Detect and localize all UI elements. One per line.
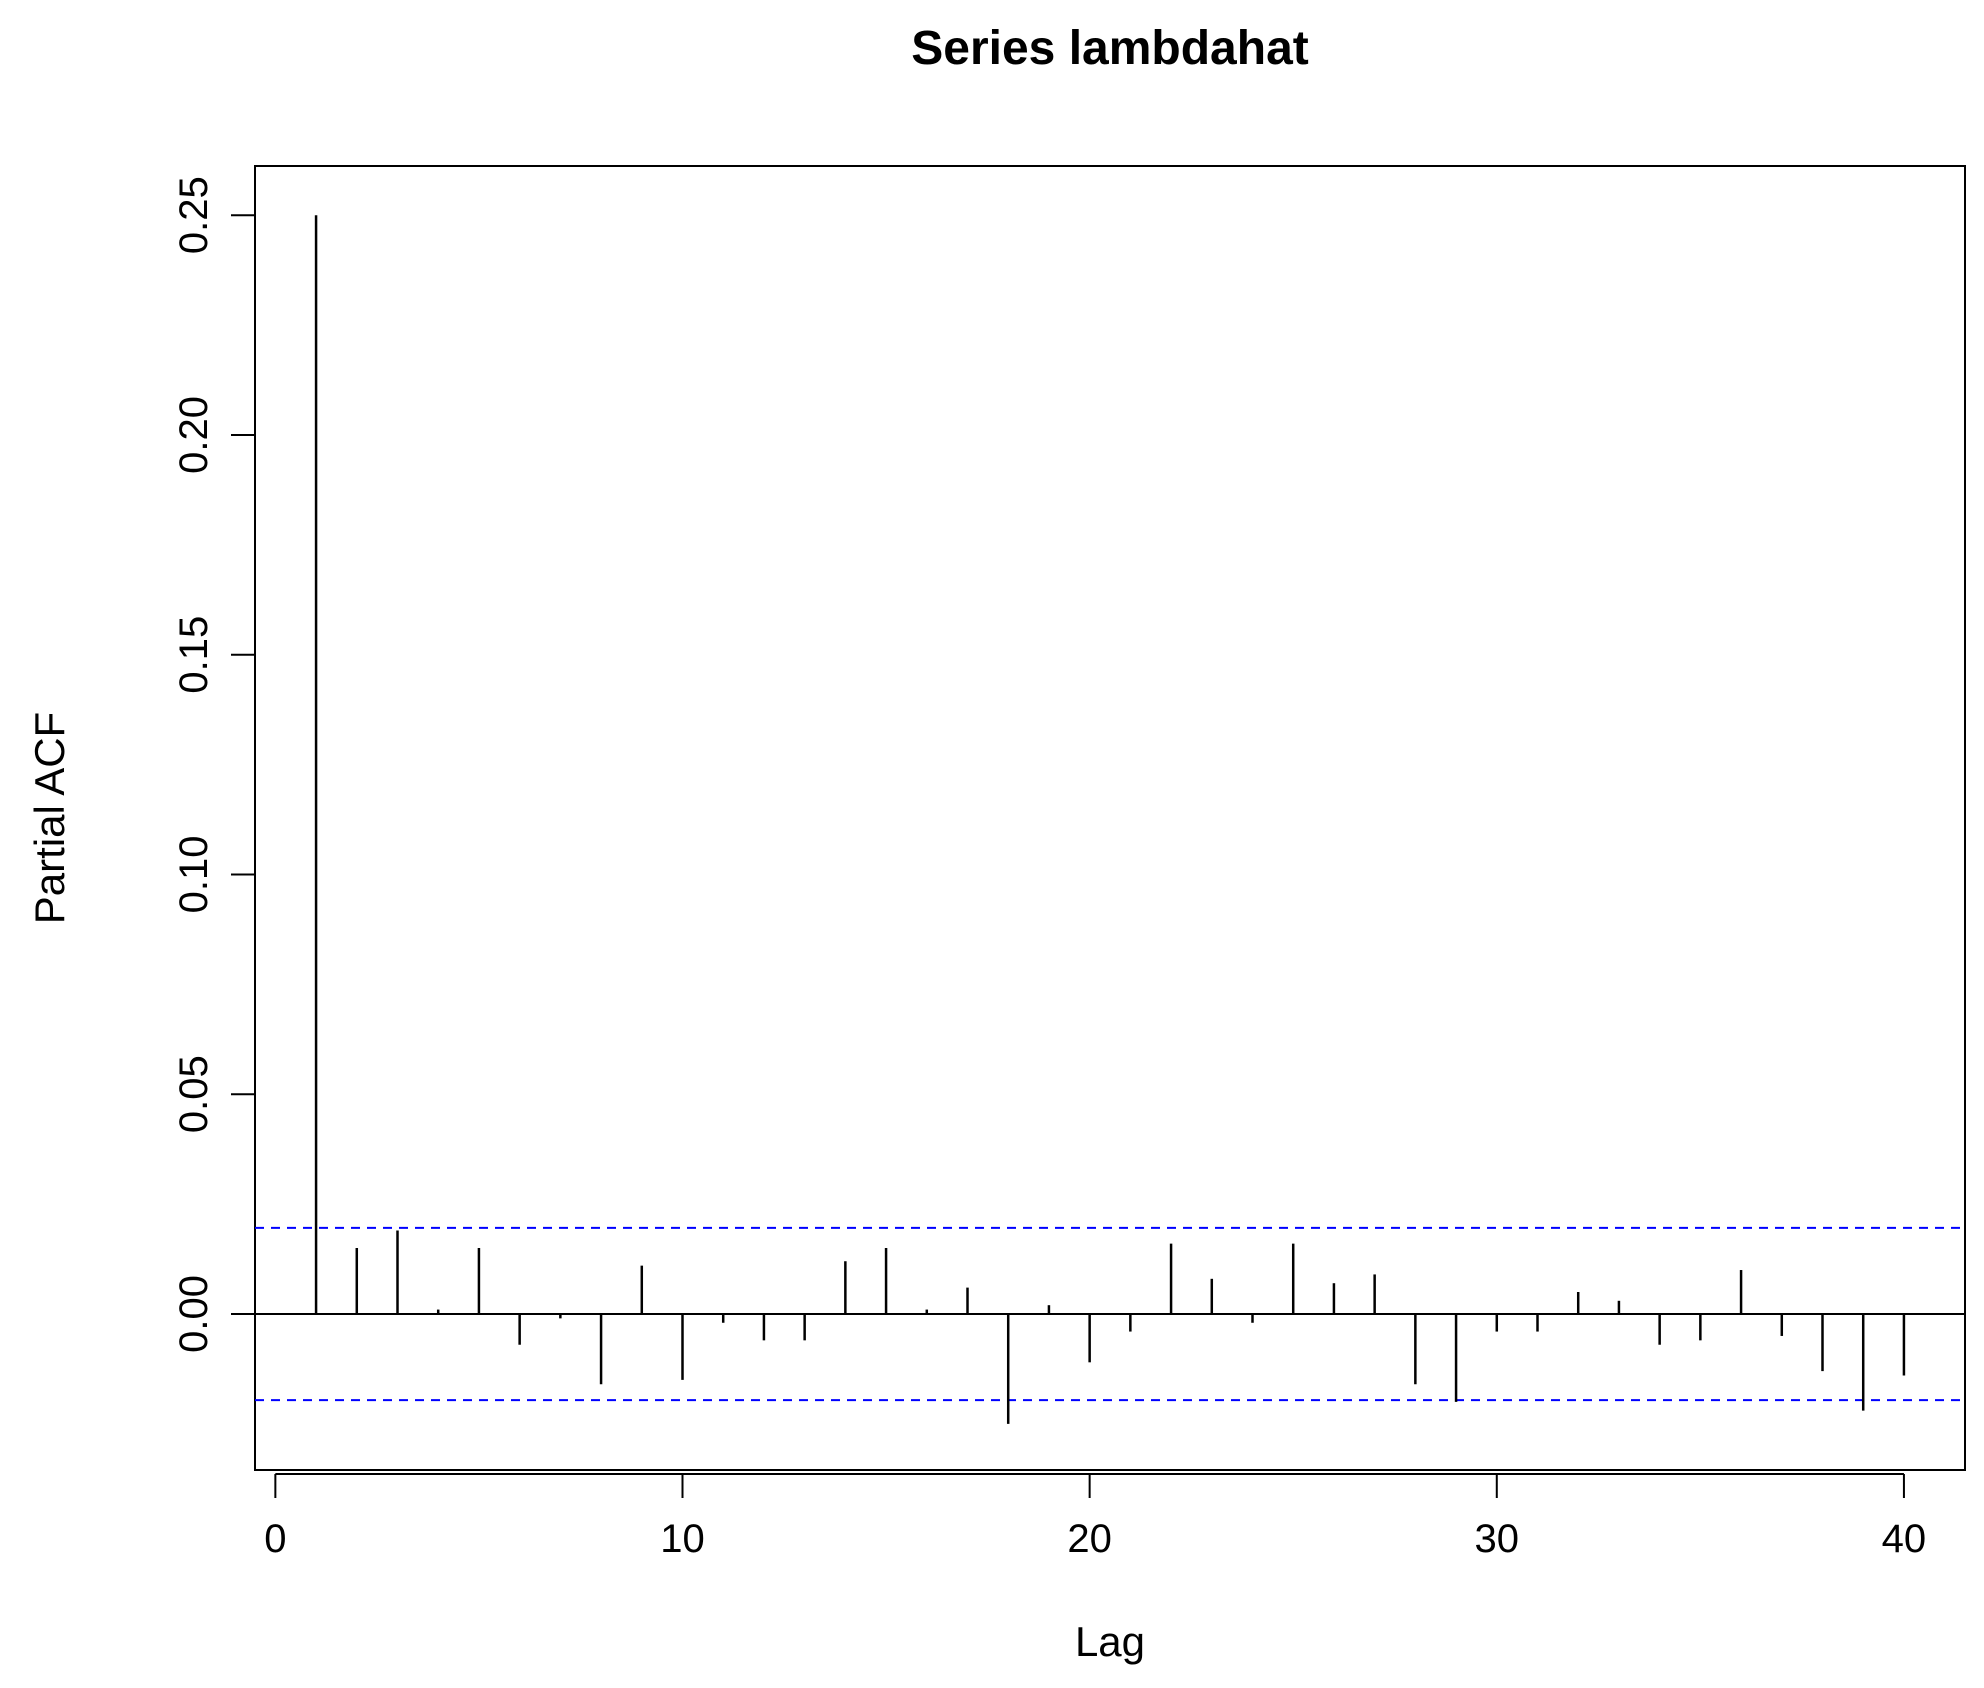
x-tick-label-40: 40 — [1882, 1517, 1927, 1561]
x-tick-label-0: 0 — [264, 1517, 286, 1561]
y-tick-label-0.05: 0.05 — [172, 1055, 216, 1133]
y-axis-label: Partial ACF — [26, 712, 73, 924]
plot-frame — [254, 165, 1966, 1471]
x-axis: 0 10 20 30 40 — [264, 1473, 1927, 1561]
y-tick-label-0.10: 0.10 — [172, 836, 216, 914]
y-tick-label-0.15: 0.15 — [172, 616, 216, 694]
y-tick-label-0.25: 0.25 — [172, 176, 216, 254]
x-tick-label-10: 10 — [660, 1517, 705, 1561]
x-tick-label-30: 30 — [1475, 1517, 1520, 1561]
x-axis-label: Lag — [1075, 1618, 1145, 1665]
y-tick-label-0.00: 0.00 — [172, 1275, 216, 1353]
y-tick-label-0.20: 0.20 — [172, 396, 216, 474]
chart-title: Series lambdahat — [911, 22, 1309, 75]
y-axis: 0.00 0.05 0.10 0.15 0.20 0.25 — [172, 176, 256, 1353]
x-tick-label-20: 20 — [1067, 1517, 1112, 1561]
pacf-bars — [314, 215, 1906, 1424]
